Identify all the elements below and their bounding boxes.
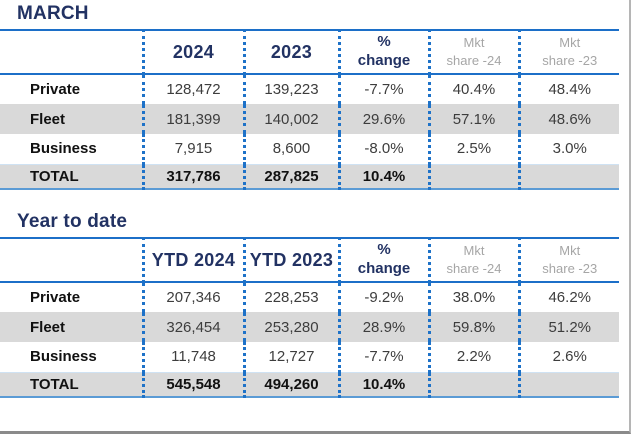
table-cell	[427, 372, 519, 397]
table-cell: 59.8%	[427, 312, 519, 342]
header-blank-cell	[0, 238, 143, 282]
table-row: Business 11,748 12,727 -7.7% 2.2% 2.6%	[0, 342, 619, 372]
mkt24-line2: share -24	[446, 53, 502, 68]
header-2023: 2023	[242, 30, 339, 74]
row-label-private: Private	[30, 289, 81, 306]
table-cell: 181,399	[141, 104, 244, 134]
table-cell: 545,548	[141, 372, 244, 397]
header-pct-change: % change	[337, 30, 429, 74]
table-cell: -9.2%	[337, 282, 429, 312]
pct-line2: change	[357, 260, 411, 277]
ytd-section-title: Year to date	[17, 211, 128, 232]
header-ytd-2023: YTD 2023	[242, 238, 339, 282]
mkt23-line2: share -23	[542, 261, 598, 276]
row-label-business: Business	[30, 140, 97, 158]
ytd-table: YTD 2024 YTD 2023 % change Mkt share -24…	[0, 237, 619, 398]
mkt23-line1: Mkt	[559, 35, 581, 51]
table-cell: 326,454	[141, 312, 244, 342]
header-pct-change: % change	[337, 238, 429, 282]
table-cell: 8,600	[242, 134, 339, 164]
table-cell: 12,727	[242, 342, 339, 372]
march-table: 2024 2023 % change Mkt share -24 Mkt sha…	[0, 29, 619, 190]
march-header-row: 2024 2023 % change Mkt share -24 Mkt sha…	[0, 30, 619, 74]
table-cell	[517, 164, 619, 189]
header-mkt-share-23: Mkt share -23	[517, 30, 619, 74]
table-cell: 29.6%	[337, 104, 429, 134]
table-cell: 11,748	[141, 342, 244, 372]
table-row: Business 7,915 8,600 -8.0% 2.5% 3.0%	[0, 134, 619, 164]
table-cell: 28.9%	[337, 312, 429, 342]
table-cell: 2.2%	[427, 342, 519, 372]
table-cell: 48.6%	[517, 104, 619, 134]
table-cell: 494,260	[242, 372, 339, 397]
table-row: Private 207,346 228,253 -9.2% 38.0% 46.2…	[0, 282, 619, 312]
header-mkt-share-23: Mkt share -23	[517, 238, 619, 282]
table-cell: 48.4%	[517, 74, 619, 104]
table-row: Private 128,472 139,223 -7.7% 40.4% 48.4…	[0, 74, 619, 104]
pct-line1: %	[377, 33, 391, 51]
row-label-total: TOTAL	[30, 167, 79, 185]
table-row: Fleet 326,454 253,280 28.9% 59.8% 51.2%	[0, 312, 619, 342]
header-mkt-share-24: Mkt share -24	[427, 30, 519, 74]
table-cell: 10.4%	[337, 164, 429, 189]
table-cell: -7.7%	[337, 342, 429, 372]
header-mkt-share-24: Mkt share -24	[427, 238, 519, 282]
table-cell: 57.1%	[427, 104, 519, 134]
march-section-title: MARCH	[17, 3, 89, 24]
row-label-private: Private	[30, 81, 81, 98]
pct-line2: change	[357, 52, 411, 69]
table-cell: 3.0%	[517, 134, 619, 164]
table-cell: 207,346	[141, 282, 244, 312]
mkt23-line1: Mkt	[559, 243, 581, 259]
table-cell	[517, 372, 619, 397]
table-cell: 10.4%	[337, 372, 429, 397]
table-cell: 51.2%	[517, 312, 619, 342]
mkt24-line1: Mkt	[463, 243, 485, 259]
mkt24-line1: Mkt	[463, 35, 485, 51]
mkt23-line2: share -23	[542, 53, 598, 68]
table-cell: 140,002	[242, 104, 339, 134]
pct-line1: %	[377, 241, 391, 259]
table-cell: 139,223	[242, 74, 339, 104]
table-row-total: TOTAL 545,548 494,260 10.4%	[0, 372, 619, 397]
header-ytd-2024: YTD 2024	[141, 238, 244, 282]
table-cell: 317,786	[141, 164, 244, 189]
table-cell: 253,280	[242, 312, 339, 342]
table-cell: 46.2%	[517, 282, 619, 312]
row-label-total: TOTAL	[30, 375, 79, 393]
header-2024: 2024	[141, 30, 244, 74]
header-blank-cell	[0, 30, 143, 74]
table-cell: 2.6%	[517, 342, 619, 372]
table-cell: 128,472	[141, 74, 244, 104]
table-row-total: TOTAL 317,786 287,825 10.4%	[0, 164, 619, 189]
table-cell: -7.7%	[337, 74, 429, 104]
table-cell: 228,253	[242, 282, 339, 312]
row-label-fleet: Fleet	[30, 110, 66, 128]
table-cell: 2.5%	[427, 134, 519, 164]
row-label-business: Business	[30, 348, 97, 366]
mkt24-line2: share -24	[446, 261, 502, 276]
table-cell: -8.0%	[337, 134, 429, 164]
table-cell: 40.4%	[427, 74, 519, 104]
table-cell: 38.0%	[427, 282, 519, 312]
table-row: Fleet 181,399 140,002 29.6% 57.1% 48.6%	[0, 104, 619, 134]
table-cell: 7,915	[141, 134, 244, 164]
table-cell: 287,825	[242, 164, 339, 189]
table-cell	[427, 164, 519, 189]
row-label-fleet: Fleet	[30, 318, 66, 336]
ytd-header-row: YTD 2024 YTD 2023 % change Mkt share -24…	[0, 238, 619, 282]
